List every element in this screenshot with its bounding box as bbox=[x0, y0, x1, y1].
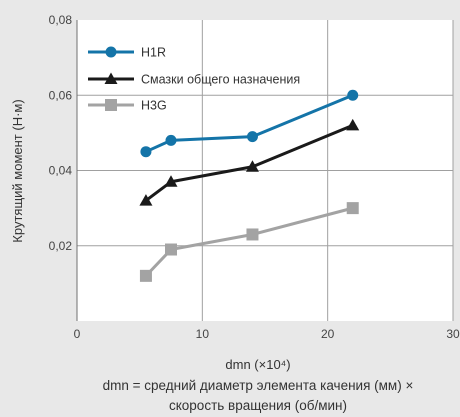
series-0-point-0 bbox=[140, 146, 152, 158]
y-tick-label-2: 0,06 bbox=[49, 88, 73, 102]
x-tick-label-2: 20 bbox=[321, 327, 335, 341]
legend-marker-2 bbox=[105, 99, 117, 111]
series-layer bbox=[139, 89, 360, 282]
legend-marker-1 bbox=[104, 72, 118, 84]
series-0-point-1 bbox=[165, 134, 177, 146]
y-tick-label-1: 0,04 bbox=[49, 164, 73, 178]
caption-line-2: скорость вращения (об/мин) bbox=[169, 398, 347, 413]
y-tick-label-0: 0,02 bbox=[49, 239, 73, 253]
series-1-point-0 bbox=[139, 194, 153, 206]
grid-lines bbox=[76, 20, 454, 321]
legend-marker-0 bbox=[105, 46, 117, 58]
series-1-point-1 bbox=[164, 175, 178, 187]
caption-line-1: dmn = средний диаметр элемента качения (… bbox=[103, 378, 414, 393]
series-0-point-2 bbox=[246, 131, 258, 143]
series-1-point-3 bbox=[346, 118, 360, 131]
series-2-point-2 bbox=[246, 228, 259, 241]
series-1-point-2 bbox=[245, 160, 259, 172]
legend-label-2: H3G bbox=[141, 99, 167, 113]
series-2-point-3 bbox=[346, 202, 359, 215]
series-2-point-1 bbox=[165, 243, 177, 256]
x-tick-label-0: 0 bbox=[74, 327, 81, 341]
series-0-point-3 bbox=[347, 89, 359, 101]
y-tick-labels: 0,02 0,04 0,06 0,08 bbox=[49, 13, 73, 253]
series-line-1 bbox=[145, 123, 354, 202]
x-axis-title: dmn (×10⁴) bbox=[225, 357, 290, 372]
series-line-2 bbox=[144, 206, 354, 277]
legend-label-0: H1R bbox=[141, 46, 166, 60]
y-tick-label-3: 0,08 bbox=[49, 13, 73, 27]
legend-label-1: Смазки общего назначения bbox=[141, 73, 300, 87]
y-axis-title: Крутящий момент (Н·м) bbox=[10, 99, 25, 242]
series-0 bbox=[140, 89, 359, 158]
x-tick-labels: 0 10 20 30 bbox=[74, 327, 460, 341]
series-2-point-0 bbox=[139, 269, 152, 282]
x-tick-label-3: 30 bbox=[446, 327, 460, 341]
legend: H1R Смазки общего назначения H3G bbox=[88, 46, 300, 113]
series-1 bbox=[139, 118, 360, 206]
series-2 bbox=[139, 202, 359, 282]
series-line-0 bbox=[145, 93, 354, 154]
x-tick-label-1: 10 bbox=[196, 327, 210, 341]
